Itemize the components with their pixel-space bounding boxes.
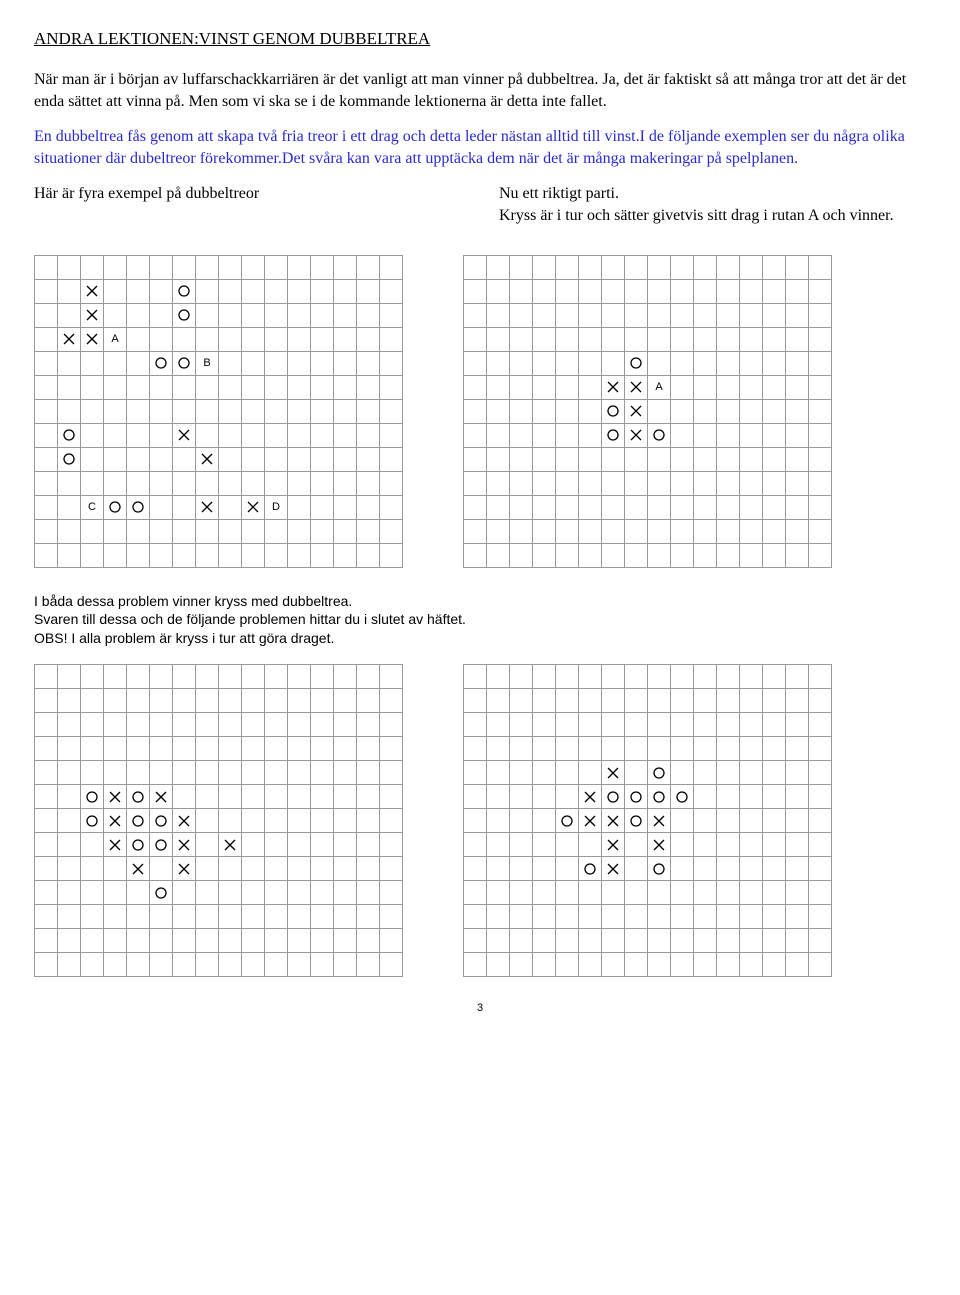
grid-b: A — [463, 255, 832, 568]
grid-a: ABCD — [34, 255, 403, 568]
paragraph-2: En dubbeltrea fås genom att skapa två fr… — [34, 126, 926, 169]
left-caption: Här är fyra exempel på dubbeltreor — [34, 183, 461, 205]
right-caption: Nu ett riktigt parti. Kryss är i tur och… — [499, 183, 926, 226]
page-title: ANDRA LEKTIONEN:VINST GENOM DUBBELTREA — [34, 28, 926, 51]
footer-text: I båda dessa problem vinner kryss med du… — [34, 592, 926, 649]
paragraph-1: När man är i början av luffarschackkarri… — [34, 69, 926, 112]
page-number: 3 — [34, 1001, 926, 1016]
grid-d — [463, 664, 832, 977]
grid-c — [34, 664, 403, 977]
